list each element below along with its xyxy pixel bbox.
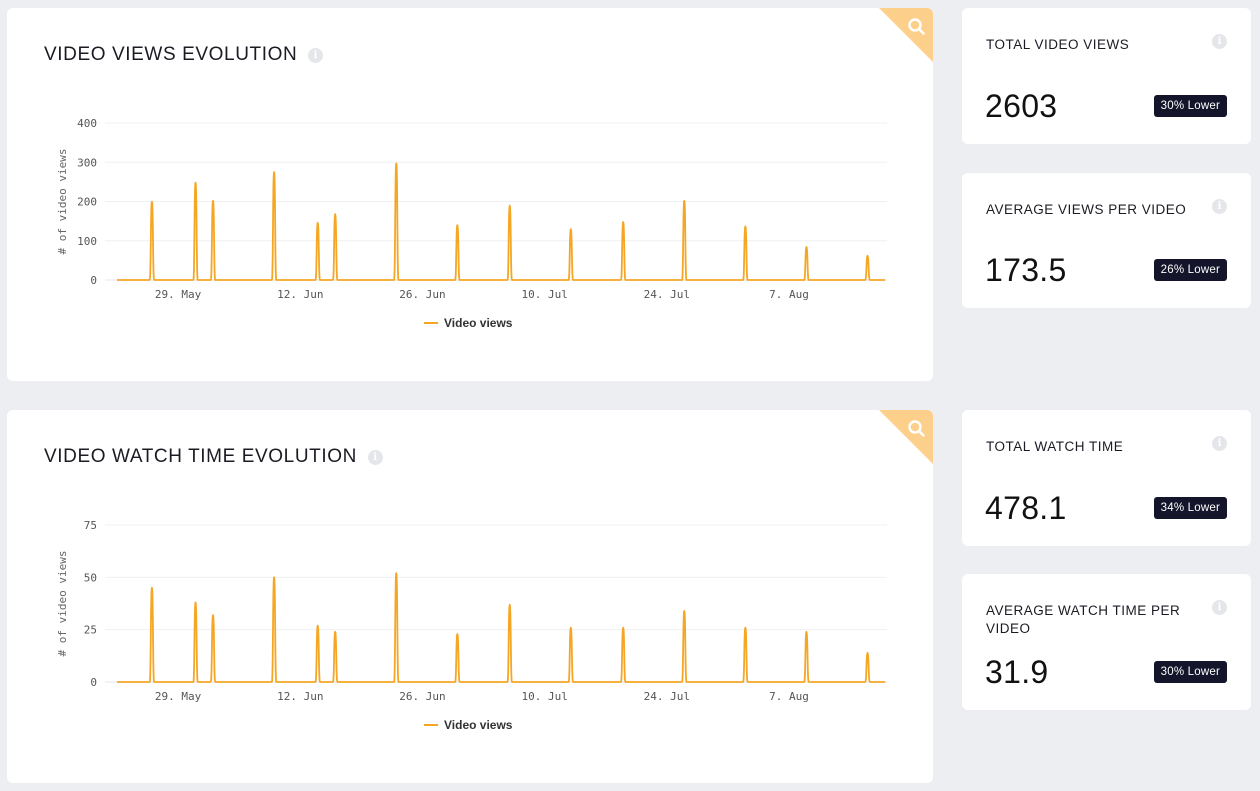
- stat-card-average-watch-time: AVERAGE WATCH TIME PER VIDEO i 31.9 30% …: [962, 574, 1251, 710]
- zoom-corner-button[interactable]: [879, 410, 933, 464]
- data-point[interactable]: [681, 608, 687, 614]
- stat-value: 173.5: [985, 252, 1067, 288]
- change-badge: 34% Lower: [1153, 497, 1227, 519]
- search-icon: [908, 18, 925, 35]
- data-point[interactable]: [865, 253, 871, 259]
- info-icon[interactable]: i: [1212, 34, 1227, 49]
- data-point[interactable]: [742, 223, 748, 229]
- data-point[interactable]: [620, 219, 626, 225]
- y-axis-label: # of video views: [56, 149, 69, 255]
- series-line[interactable]: [117, 572, 885, 683]
- x-tick-label: 26. Jun: [399, 690, 445, 703]
- series-line[interactable]: [117, 162, 885, 281]
- x-tick-label: 24. Jul: [644, 690, 690, 703]
- info-icon[interactable]: i: [367, 449, 383, 465]
- data-point[interactable]: [568, 226, 574, 232]
- x-tick-label: 12. Jun: [277, 288, 323, 301]
- chart-title-text: VIDEO VIEWS EVOLUTION: [44, 44, 298, 65]
- x-tick-label: 7. Aug: [769, 690, 809, 703]
- y-tick-label: 0: [90, 274, 97, 287]
- data-point[interactable]: [271, 169, 277, 175]
- data-point[interactable]: [568, 625, 574, 631]
- x-tick-label: 26. Jun: [399, 288, 445, 301]
- info-icon[interactable]: i: [308, 47, 324, 63]
- y-tick-label: 300: [77, 156, 97, 169]
- y-tick-label: 50: [84, 571, 97, 584]
- change-badge: 26% Lower: [1153, 259, 1227, 281]
- stat-title: AVERAGE WATCH TIME PER VIDEO: [986, 603, 1181, 636]
- data-point[interactable]: [315, 622, 321, 628]
- y-tick-label: 0: [90, 676, 97, 689]
- stat-value: 478.1: [985, 490, 1067, 526]
- y-tick-label: 25: [84, 624, 97, 637]
- chart-title-text: VIDEO WATCH TIME EVOLUTION: [44, 446, 357, 467]
- stat-title: AVERAGE VIEWS PER VIDEO: [986, 202, 1187, 217]
- data-point[interactable]: [507, 202, 513, 208]
- stat-value: 31.9: [985, 654, 1049, 690]
- data-point[interactable]: [193, 180, 199, 186]
- chart-title: VIDEO VIEWS EVOLUTION i: [44, 44, 324, 66]
- data-point[interactable]: [681, 198, 687, 204]
- x-tick-label: 7. Aug: [769, 288, 809, 301]
- data-point[interactable]: [193, 599, 199, 605]
- stat-title: TOTAL WATCH TIME: [986, 439, 1124, 454]
- data-point[interactable]: [210, 198, 216, 204]
- data-point[interactable]: [803, 244, 809, 250]
- x-tick-label: 12. Jun: [277, 690, 323, 703]
- data-point[interactable]: [149, 199, 155, 205]
- watch-time-line-chart: 0 25 50 75 29. May 12. Jun 26. Jun 10. Jul 24. J…: [56, 519, 887, 732]
- data-point[interactable]: [393, 570, 399, 576]
- x-tick-label: 29. May: [155, 288, 202, 301]
- data-point[interactable]: [620, 625, 626, 631]
- data-point[interactable]: [315, 220, 321, 226]
- x-tick-label: 29. May: [155, 690, 202, 703]
- x-tick-label: 24. Jul: [644, 288, 690, 301]
- x-tick-label: 10. Jul: [521, 288, 567, 301]
- data-point[interactable]: [507, 602, 513, 608]
- y-axis-label: # of video views: [56, 551, 69, 657]
- stat-card-total-watch-time: TOTAL WATCH TIME i 478.1 34% Lower: [962, 410, 1251, 546]
- search-icon: [908, 420, 925, 437]
- x-tick-label: 10. Jul: [521, 690, 567, 703]
- data-point[interactable]: [149, 585, 155, 591]
- data-point[interactable]: [454, 631, 460, 637]
- data-point[interactable]: [742, 625, 748, 631]
- change-badge: 30% Lower: [1153, 95, 1227, 117]
- data-point[interactable]: [393, 160, 399, 166]
- data-point[interactable]: [865, 650, 871, 656]
- stat-value: 2603: [985, 88, 1058, 124]
- watch-time-card: VIDEO WATCH TIME EVOLUTION i 0 25 50 75 29. …: [7, 410, 933, 783]
- change-badge: 30% Lower: [1153, 661, 1227, 683]
- legend-item[interactable]: Video views: [424, 316, 513, 330]
- video-views-card: VIDEO VIEWS EVOLUTION i 0 100 200 300 400 29.…: [7, 8, 933, 381]
- chart-title: VIDEO WATCH TIME EVOLUTION i: [44, 446, 383, 468]
- legend-label: Video views: [444, 316, 513, 330]
- legend-item[interactable]: Video views: [424, 718, 513, 732]
- data-point[interactable]: [271, 574, 277, 580]
- views-line-chart: 0 100 200 300 400 29. May 12. Jun 26. Jun 10. Ju…: [56, 117, 887, 330]
- zoom-corner-button[interactable]: [879, 8, 933, 62]
- info-icon[interactable]: i: [1212, 600, 1227, 615]
- y-tick-label: 400: [77, 117, 97, 130]
- info-icon[interactable]: i: [1212, 199, 1227, 214]
- data-point[interactable]: [332, 629, 338, 635]
- stat-card-average-views: AVERAGE VIEWS PER VIDEO i 173.5 26% Lowe…: [962, 173, 1251, 308]
- y-tick-label: 200: [77, 196, 97, 209]
- legend-label: Video views: [444, 718, 513, 732]
- data-point[interactable]: [454, 222, 460, 228]
- info-icon[interactable]: i: [1212, 436, 1227, 451]
- stat-title: TOTAL VIDEO VIEWS: [986, 37, 1130, 52]
- y-tick-label: 75: [84, 519, 97, 532]
- y-tick-label: 100: [77, 235, 97, 248]
- data-point[interactable]: [332, 211, 338, 217]
- data-point[interactable]: [803, 629, 809, 635]
- data-point[interactable]: [210, 612, 216, 618]
- stat-card-total-views: TOTAL VIDEO VIEWS i 2603 30% Lower: [962, 8, 1251, 144]
